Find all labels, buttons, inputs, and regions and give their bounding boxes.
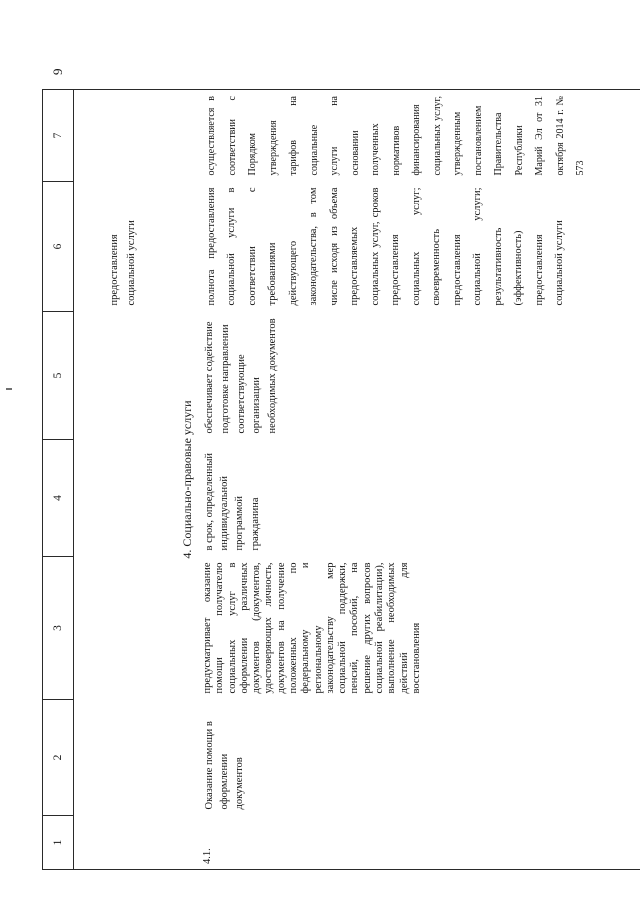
section-header-row: 4. Социально-правовые услуги xyxy=(174,90,200,870)
column-number-4: 4 xyxy=(42,439,74,557)
cell-service-name: Оказание помощи в оформлении документов xyxy=(204,721,246,810)
column-numbers-row: 1 2 3 4 5 6 7 xyxy=(42,89,74,870)
continuation-row: предоставления социальной услуги xyxy=(74,90,175,870)
column-number-2: 2 xyxy=(42,699,74,816)
empty-cell xyxy=(74,90,175,182)
empty-cell xyxy=(74,440,175,557)
column-number-5: 5 xyxy=(42,311,74,440)
cell-row-number: 4.1. xyxy=(202,848,213,864)
cell-service-terms: в срок, определенный индивидуальной прог… xyxy=(204,452,261,551)
scan-artifact xyxy=(6,388,12,390)
cell-service-actions: обеспечивает содействие подготовке напра… xyxy=(204,318,278,434)
empty-cell xyxy=(74,557,175,700)
cell-service-tariff: осуществляется в соответствии с Порядком… xyxy=(206,96,586,176)
row-4-1: 4.1. Оказание помощи в оформлении докуме… xyxy=(200,90,640,870)
empty-cell xyxy=(74,312,175,440)
page-number: 9 xyxy=(50,68,65,76)
column-number-3: 3 xyxy=(42,556,74,700)
cell-service-quality: полнота предоставления социальной услуги… xyxy=(206,187,565,306)
continuation-quality-cell: предоставления социальной услуги xyxy=(109,220,137,306)
column-number-1: 1 xyxy=(42,815,74,870)
column-number-7: 7 xyxy=(42,89,74,182)
section-title: 4. Социально-правовые услуги xyxy=(179,400,194,559)
empty-cell xyxy=(74,700,175,816)
services-table: 1 2 3 4 5 6 7 предоставления социальной … xyxy=(42,89,640,870)
cell-service-description: предусматривает оказание помощи получате… xyxy=(202,562,422,694)
column-number-6: 6 xyxy=(42,181,74,312)
empty-cell xyxy=(74,816,175,870)
